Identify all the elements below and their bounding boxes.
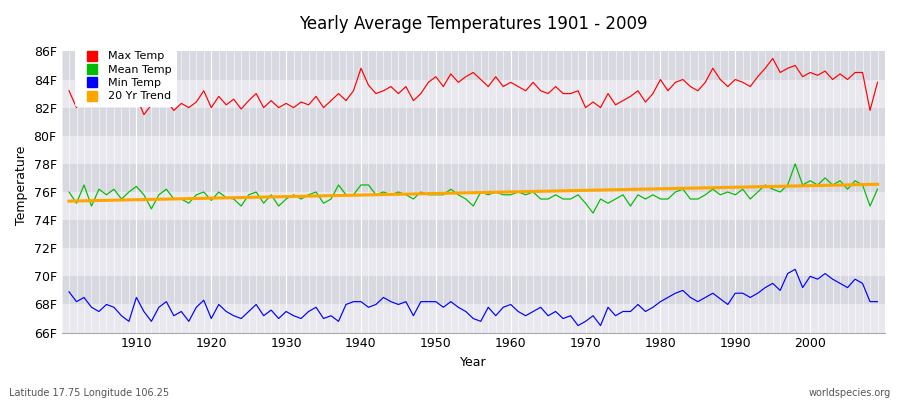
Title: Yearly Average Temperatures 1901 - 2009: Yearly Average Temperatures 1901 - 2009 — [299, 15, 647, 33]
Bar — [61, 51, 885, 80]
Bar — [61, 248, 885, 276]
Bar — [61, 164, 885, 192]
Legend: Max Temp, Mean Temp, Min Temp, 20 Yr Trend: Max Temp, Mean Temp, Min Temp, 20 Yr Tre… — [76, 46, 176, 107]
Bar — [61, 304, 885, 332]
Bar — [61, 136, 885, 164]
Y-axis label: Temperature: Temperature — [15, 145, 28, 225]
Bar — [61, 108, 885, 136]
Text: Latitude 17.75 Longitude 106.25: Latitude 17.75 Longitude 106.25 — [9, 388, 169, 398]
Bar — [61, 192, 885, 220]
Bar — [61, 276, 885, 304]
Text: worldspecies.org: worldspecies.org — [809, 388, 891, 398]
Bar — [61, 80, 885, 108]
X-axis label: Year: Year — [460, 356, 487, 369]
Bar — [61, 220, 885, 248]
